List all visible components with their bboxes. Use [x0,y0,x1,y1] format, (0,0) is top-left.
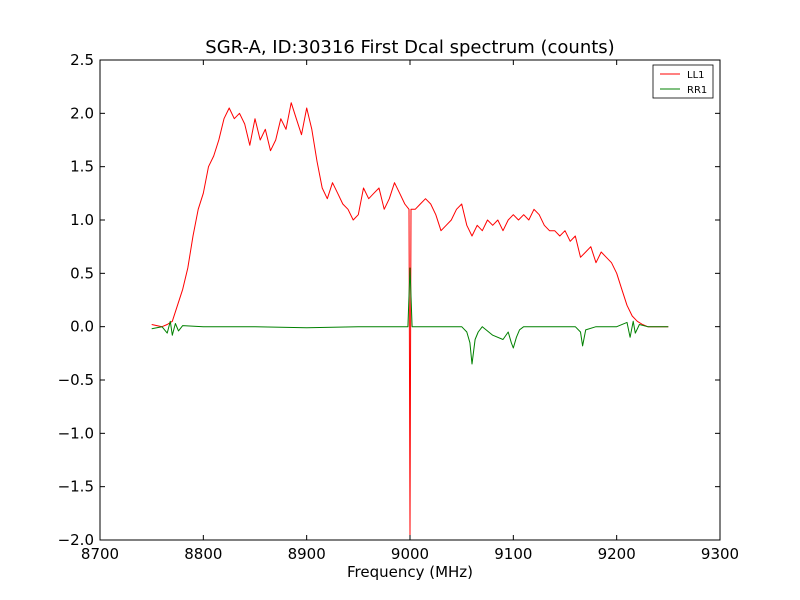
x-tick-label: 8700 [81,545,119,563]
y-tick-label: 1.0 [70,211,94,229]
y-tick-label: −2.0 [58,531,94,549]
y-tick-label: 1.5 [70,158,94,176]
legend: LL1 RR1 [652,64,714,99]
y-tick-label: 2.5 [70,51,94,69]
series-line-rr1 [151,267,669,365]
x-tick-label: 9300 [701,545,739,563]
chart-title: SGR-A, ID:30316 First Dcal spectrum (cou… [205,37,614,58]
legend-box [652,64,714,99]
x-tick-label: 8900 [288,545,326,563]
x-tick-label: 9000 [391,545,429,563]
x-axis-label: Frequency (MHz) [347,563,473,581]
x-tick-label: 8800 [184,545,222,563]
legend-label-rr1: RR1 [687,85,707,96]
x-tick-label: 9200 [598,545,636,563]
axes-frame [99,59,721,541]
y-tick-label: 0.5 [70,264,94,282]
legend-label-ll1: LL1 [687,70,705,81]
y-tick-label: 2.0 [70,104,94,122]
x-tick-label: 9100 [494,545,532,563]
plot-area [151,102,669,536]
y-tick-label: −1.5 [58,478,94,496]
axis-ticks: 8700 8800 8900 9000 9100 9200 9300 2.5 2.0 1.5 1.0… [58,51,740,563]
y-tick-label: −0.5 [58,371,94,389]
series-line-ll1 [151,102,669,536]
y-tick-label: 0.0 [70,318,94,336]
y-tick-label: −1.0 [58,424,94,442]
